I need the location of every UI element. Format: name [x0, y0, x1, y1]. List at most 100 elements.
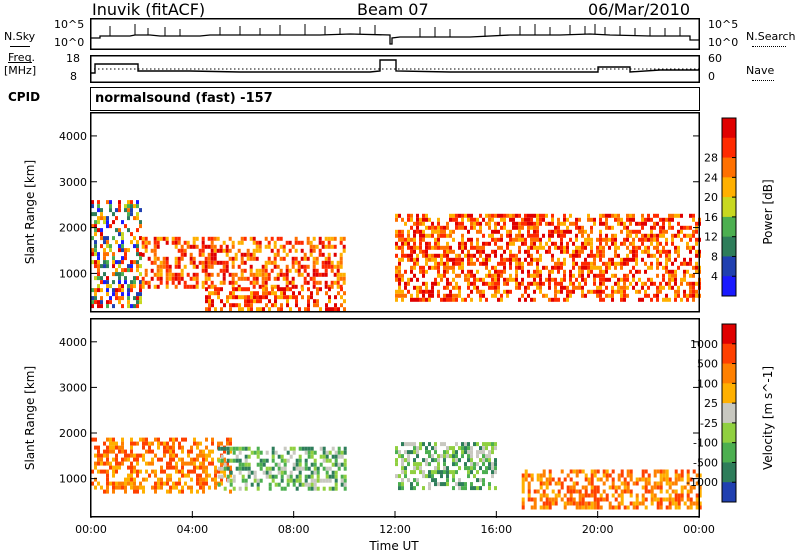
power-panel: 1000 2000 3000 4000 Slant Range [km] 4 8 12 16… — [23, 112, 775, 313]
freq-label: Freq. — [8, 51, 36, 64]
velocity-colorbar-tick-label: -1000 — [686, 476, 718, 489]
cpid-label: CPID — [8, 90, 41, 104]
power-ytick-label: 4000 — [59, 130, 87, 143]
power-echo-region — [205, 287, 346, 312]
velocity-xtick-label: 12:00 — [379, 523, 411, 536]
nave-tick-bottom: 0 — [708, 70, 715, 83]
power-colorbar-swatch — [722, 157, 736, 178]
power-ytick-label: 3000 — [59, 176, 87, 189]
velocity-echo-region — [217, 446, 347, 491]
velocity-colorbar-swatch — [722, 403, 736, 424]
velocity-yticks: 1000 2000 3000 4000 — [59, 336, 700, 486]
velocity-xtick-label: 20:00 — [582, 523, 614, 536]
nsky-tick-top: 10^5 — [54, 18, 85, 31]
velocity-colorbar-swatch — [722, 462, 736, 483]
velocity-colorbar-swatch — [722, 363, 736, 384]
power-echo-region — [91, 200, 142, 309]
nsearch-tick-bottom: 10^0 — [708, 36, 739, 49]
power-echo-region — [395, 213, 701, 302]
power-colorbar-tick-label: 24 — [704, 171, 718, 184]
beam-title: Beam 07 — [357, 0, 429, 19]
nave-tick-top: 60 — [708, 52, 722, 65]
nsearch-tick-top: 10^5 — [708, 18, 739, 31]
freq-tick-bottom: 8 — [70, 70, 77, 83]
power-colorbar-swatch — [722, 256, 736, 277]
power-ytick-label: 1000 — [59, 267, 87, 280]
nsearch-legend-line — [752, 46, 786, 47]
velocity-colorbar-tick-label: 1000 — [690, 338, 718, 351]
velocity-colorbar-tick-label: -500 — [693, 456, 718, 469]
nsky-label: N.Sky — [4, 30, 36, 43]
power-colorbar-tick-label: 12 — [704, 231, 718, 244]
power-colorbar-swatch — [722, 197, 736, 218]
date-title: 06/Mar/2010 — [588, 0, 691, 19]
velocity-xtick-label: 00:00 — [683, 523, 715, 536]
velocity-xtick-label: 04:00 — [176, 523, 208, 536]
nsky-line — [90, 33, 700, 45]
power-ytick-label: 2000 — [59, 222, 87, 235]
velocity-echoes — [91, 437, 702, 510]
cpid-box: normalsound (fast) -157 — [90, 87, 700, 111]
freq-unit-label: [MHz] — [4, 64, 37, 77]
nsky-panel — [90, 18, 700, 50]
velocity-ytick-label: 4000 — [59, 336, 87, 349]
power-colorbar-tick-label: 16 — [704, 211, 718, 224]
velocity-xtick-label: 16:00 — [480, 523, 512, 536]
velocity-colorbar-tick-label: 100 — [697, 377, 718, 390]
power-yticks: 1000 2000 3000 4000 — [59, 130, 700, 280]
velocity-echo-region — [395, 442, 497, 491]
power-colorbar-label: Power [dB] — [761, 179, 775, 244]
velocity-xlabel: Time UT — [368, 539, 419, 553]
freq-line — [90, 59, 700, 74]
power-colorbar-tick-label: 4 — [711, 270, 718, 283]
velocity-colorbar-swatch — [722, 383, 736, 404]
power-colorbar: 4 8 12 16 20 24 28 — [704, 117, 737, 297]
nave-label: Nave — [746, 64, 775, 77]
power-ylabel: Slant Range [km] — [23, 160, 37, 264]
nsky-tick-bottom: 10^0 — [54, 36, 85, 49]
cpid-value: normalsound (fast) -157 — [95, 91, 273, 106]
velocity-colorbar-tick-label: 500 — [697, 358, 718, 371]
velocity-xticks: 00:00 04:00 08:00 12:00 16:00 20:00 00:00 — [75, 511, 715, 536]
velocity-ylabel: Slant Range [km] — [23, 366, 37, 470]
power-colorbar-frame — [721, 117, 737, 297]
power-colorbar-swatch — [722, 118, 736, 139]
velocity-ytick-label: 1000 — [59, 473, 87, 486]
velocity-xtick-label: 00:00 — [75, 523, 107, 536]
freq-legend-line — [8, 62, 32, 63]
power-colorbar-swatch — [722, 236, 736, 257]
nave-legend-line — [752, 80, 774, 81]
power-colorbar-tick-label: 8 — [711, 250, 718, 263]
velocity-echo-region — [521, 469, 702, 510]
power-echoes — [91, 200, 701, 312]
velocity-colorbar-tick-label: 25 — [704, 397, 718, 410]
velocity-colorbar-swatch — [722, 324, 736, 345]
velocity-colorbar: 1000 500 100 25 -25 -100 -500 -1000 — [686, 323, 737, 503]
power-colorbar-swatch — [722, 137, 736, 159]
velocity-xtick-label: 08:00 — [278, 523, 310, 536]
velocity-panel: 1000 2000 3000 4000 00:00 04:00 08:00 12:00 16:… — [23, 318, 775, 553]
power-colorbar-swatch — [722, 177, 736, 198]
velocity-colorbar-swatch — [722, 442, 736, 463]
nsearch-label: N.Search — [746, 30, 796, 43]
velocity-colorbar-swatch — [722, 343, 736, 365]
power-colorbar-tick-label: 20 — [704, 191, 718, 204]
nsky-legend-line — [10, 46, 30, 47]
velocity-echo-region — [91, 437, 232, 494]
velocity-colorbar-tick-label: -25 — [700, 417, 718, 430]
velocity-colorbar-tick-label: -100 — [693, 437, 718, 450]
station-title: Inuvik (fitACF) — [92, 0, 206, 19]
velocity-ytick-label: 3000 — [59, 381, 87, 394]
power-colorbar-swatch — [722, 216, 736, 238]
velocity-colorbar-label: Velocity [m s^-1] — [761, 366, 775, 470]
velocity-colorbar-swatch — [722, 482, 736, 503]
freq-panel — [90, 55, 700, 83]
velocity-ytick-label: 2000 — [59, 427, 87, 440]
freq-tick-top: 18 — [66, 52, 80, 65]
power-colorbar-swatch — [722, 276, 736, 297]
power-colorbar-tick-label: 28 — [704, 152, 718, 165]
velocity-colorbar-swatch — [722, 422, 736, 444]
power-echo-region — [141, 236, 346, 289]
nsky-spikes — [109, 24, 681, 37]
velocity-colorbar-frame — [721, 323, 737, 503]
